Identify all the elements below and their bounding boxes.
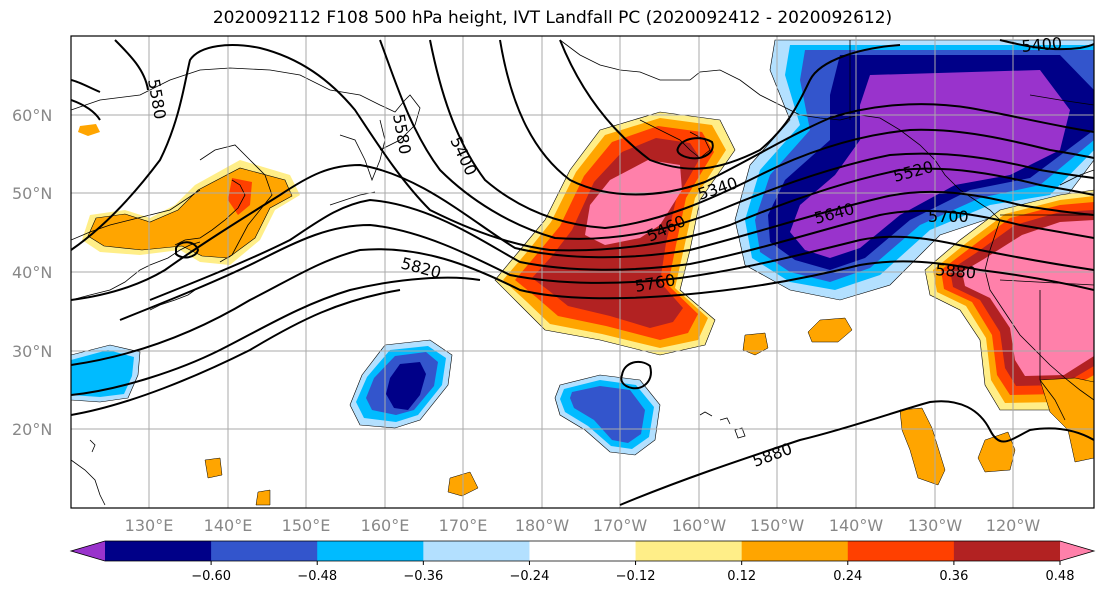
contour-label: 5880 (935, 260, 977, 282)
lon-label: 140°W (829, 516, 884, 535)
colorbar-tick-label: 0.48 (1046, 569, 1075, 584)
lon-label: 160°E (361, 516, 410, 535)
contour-label: 5700 (928, 207, 969, 226)
lon-label: 140°E (204, 516, 253, 535)
lon-label: 170°E (439, 516, 488, 535)
colorbar-segment (847, 541, 955, 561)
colorbar-tick-label: 0.12 (727, 569, 756, 584)
lon-label: 150°W (750, 516, 805, 535)
colorbar-tick-label: −0.12 (616, 569, 656, 584)
colorbar-segment (423, 541, 530, 561)
colorbar-segments (69, 540, 1096, 562)
ivt-negative-region-170w (554, 374, 661, 456)
colorbar-extend-low (71, 541, 105, 561)
colorbar-segment (635, 541, 743, 561)
ivt-negative-region-northeast (734, 39, 1094, 301)
colorbar-segment (741, 541, 849, 561)
lat-label: 20°N (12, 420, 52, 439)
lat-label: 60°N (12, 106, 52, 125)
lon-label: 130°W (908, 516, 963, 535)
lon-label: 180°W (515, 516, 570, 535)
colorbar-segment (211, 541, 318, 561)
longitude-labels: 130°E 140°E 150°E 160°E 170°E 180°W 170°… (125, 516, 1041, 535)
colorbar: −0.60 −0.48 −0.36 −0.24 −0.12 0.12 0.24 0.36 0.4… (69, 540, 1096, 584)
colorbar-ticks: −0.60 −0.48 −0.36 −0.24 −0.12 0.12 0.24 0.36 0.4… (191, 561, 1075, 584)
colorbar-tick-label: 0.24 (833, 569, 862, 584)
latitude-labels: 60°N 50°N 40°N 30°N 20°N (12, 106, 52, 439)
map-title: 2020092112 F108 500 hPa height, IVT Land… (212, 8, 893, 28)
colorbar-outline (69, 540, 1096, 562)
lon-label: 130°E (125, 516, 174, 535)
map-frame (70, 35, 1095, 509)
colorbar-tick-label: −0.36 (403, 569, 443, 584)
lat-label: 30°N (12, 342, 52, 361)
colorbar-segment (105, 541, 212, 561)
colorbar-tick-label: 0.36 (939, 569, 968, 584)
graticule (71, 36, 1094, 508)
ivt-negative-region-160e (349, 339, 453, 429)
colorbar-tick-label: −0.60 (191, 569, 231, 584)
colorbar-segment (317, 541, 424, 561)
colorbar-extend-high (1060, 541, 1094, 561)
colorbar-tick-label: −0.48 (297, 569, 337, 584)
colorbar-segment (529, 541, 637, 561)
colorbar-tick-label: −0.24 (510, 569, 550, 584)
lon-label: 120°W (986, 516, 1041, 535)
ivt-positive-region-central (494, 111, 736, 356)
lat-label: 50°N (12, 184, 52, 203)
lon-label: 160°W (672, 516, 727, 535)
lat-label: 40°N (12, 263, 52, 282)
colorbar-segment (953, 541, 1061, 561)
ivt-positive-region-eastasia (78, 124, 300, 265)
height-contours (71, 39, 1094, 506)
lon-label: 150°E (282, 516, 331, 535)
lon-label: 170°W (593, 516, 648, 535)
contour-label: 5400 (1021, 34, 1063, 56)
